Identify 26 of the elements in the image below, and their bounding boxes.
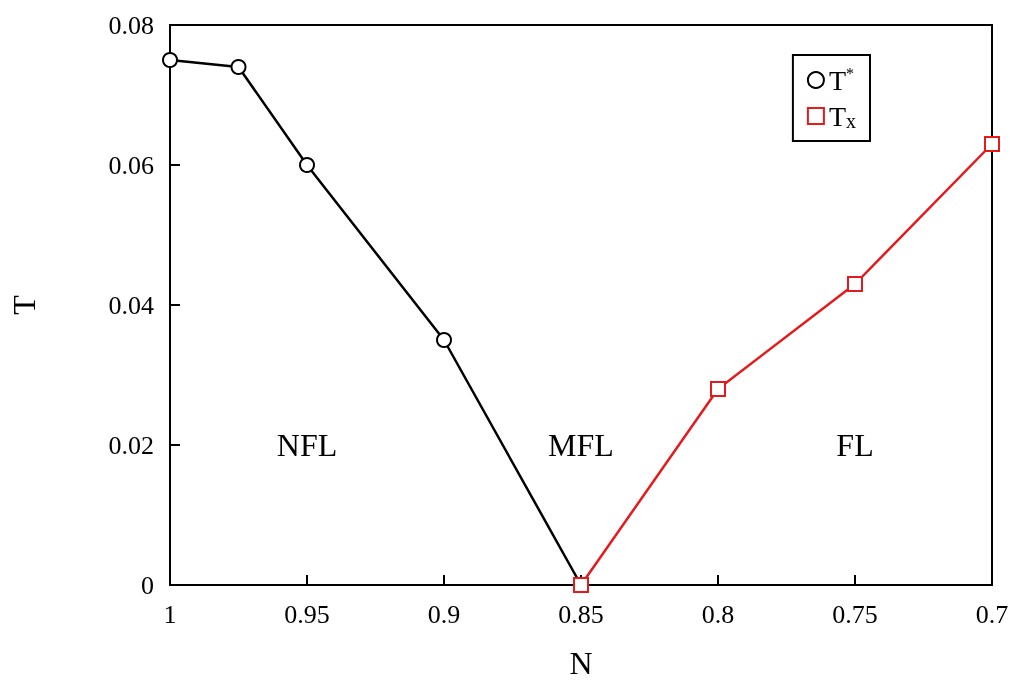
y-tick-label: 0.06 bbox=[108, 150, 154, 180]
point bbox=[436, 332, 452, 348]
x-tick-label: 0.85 bbox=[558, 599, 604, 629]
point bbox=[230, 59, 247, 75]
x-tick-label: 0.75 bbox=[832, 599, 878, 629]
point bbox=[299, 157, 315, 173]
x-tick-label: 0.9 bbox=[427, 599, 461, 629]
legend-label: Tx bbox=[828, 100, 856, 132]
point bbox=[847, 276, 863, 292]
x-tick-label: 0.8 bbox=[701, 599, 735, 629]
y-tick-label: 0.04 bbox=[108, 290, 154, 320]
x-tick-label: 0.95 bbox=[284, 599, 330, 629]
x-axis-title: N bbox=[569, 645, 593, 681]
y-tick-label: 0.02 bbox=[108, 430, 154, 460]
y-tick-label: 0 bbox=[141, 570, 154, 600]
point bbox=[984, 136, 1000, 152]
point bbox=[162, 52, 178, 68]
annotation: NFL bbox=[276, 427, 338, 463]
annotation: MFL bbox=[548, 427, 614, 463]
point bbox=[710, 381, 726, 397]
y-axis-title: T bbox=[6, 294, 42, 315]
x-tick-label: 0.7 bbox=[975, 599, 1009, 629]
annotation: FL bbox=[836, 427, 874, 463]
y-tick-label: 0.08 bbox=[108, 10, 154, 40]
x-tick-label: 1 bbox=[163, 599, 177, 629]
legend-label: T* bbox=[828, 64, 854, 96]
